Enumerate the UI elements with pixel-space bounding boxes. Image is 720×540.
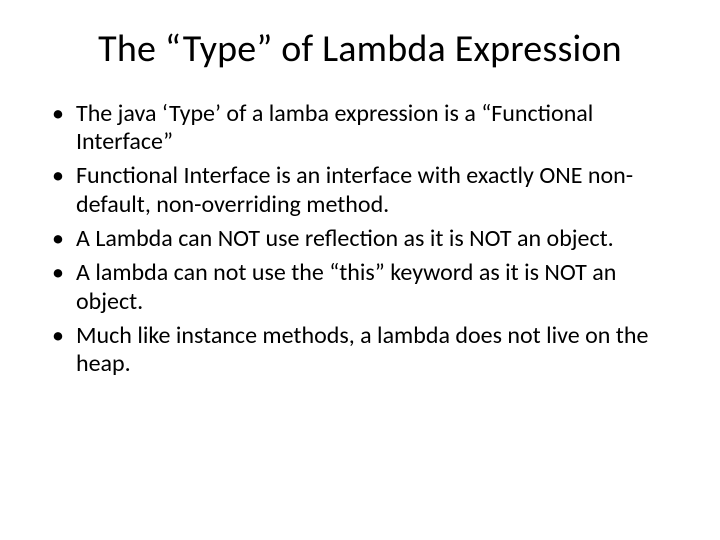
bullet-list: The java ‘Type’ of a lamba expression is… [40, 100, 680, 379]
list-item: The java ‘Type’ of a lamba expression is… [50, 100, 674, 157]
slide-title: The “Type” of Lambda Expression [40, 28, 680, 72]
list-item: A lambda can not use the “this” keyword … [50, 259, 674, 316]
list-item: Functional Interface is an interface wit… [50, 162, 674, 219]
slide: The “Type” of Lambda Expression The java… [0, 0, 720, 540]
list-item: Much like instance methods, a lambda doe… [50, 322, 674, 379]
list-item: A Lambda can NOT use reflection as it is… [50, 225, 674, 253]
